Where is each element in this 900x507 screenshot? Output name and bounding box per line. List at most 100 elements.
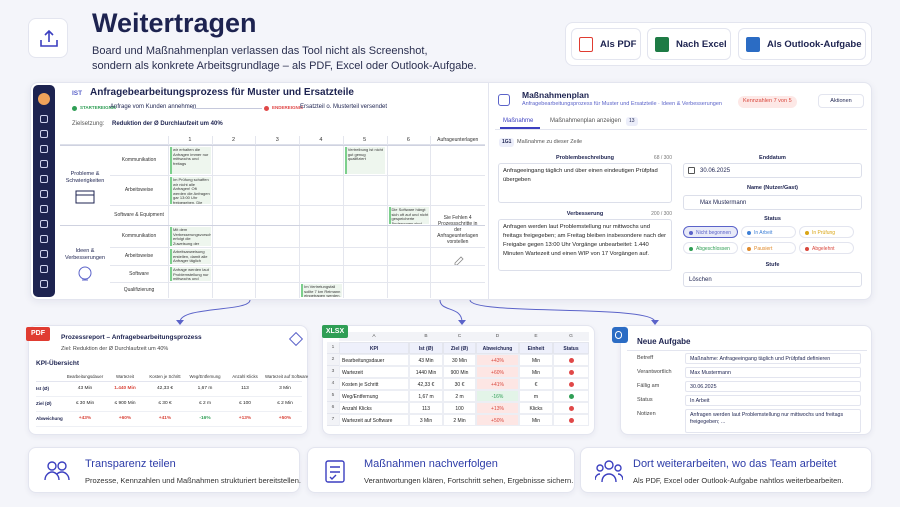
pdf-header-line	[36, 381, 302, 382]
tab[interactable]: Maßnahmenplan anzeigen	[550, 118, 622, 124]
sidebar-icon[interactable]	[40, 220, 48, 228]
sidebar-icon[interactable]	[40, 160, 48, 168]
grid-header	[60, 136, 485, 145]
row-label: Software	[129, 270, 149, 277]
status-pill[interactable]: Pausiert	[741, 242, 796, 254]
outlook-value[interactable]: In Arbeit	[685, 395, 861, 406]
row-number: 6	[327, 402, 339, 414]
process-line	[192, 108, 262, 109]
input[interactable]: Löschen	[683, 272, 862, 287]
xlsx-status-cell	[553, 414, 589, 426]
outlook-value[interactable]: Maßnahme: Anfrageeingang täglich und Prü…	[685, 353, 861, 364]
xlsx-cell: 113	[409, 402, 443, 414]
status-dot	[689, 231, 693, 235]
input[interactable]: 30.06.2025	[683, 163, 862, 178]
xlsx-cell: 30 €	[443, 378, 476, 390]
field-label: Stufe	[765, 262, 780, 268]
goal-text: Reduktion der Ø Durchlaufzeit um 40%	[112, 121, 223, 127]
export-label: Als Outlook-Aufgabe	[767, 39, 862, 50]
calendar-icon	[688, 167, 695, 174]
sidebar-icon[interactable]	[40, 250, 48, 258]
xlsx-cell: Kosten je Schritt	[339, 378, 409, 390]
textarea[interactable]: Anfragen werden laut Problemstellung nur…	[498, 219, 672, 271]
actions-button[interactable]: Aktionen	[818, 94, 864, 108]
outlook-icon	[612, 327, 628, 343]
field-label: Enddatum	[759, 155, 786, 161]
pdf-cell: +13%	[238, 416, 252, 421]
status-label: In Arbeit	[754, 229, 773, 236]
plan-badge: Kennzahlen 7 von 5	[738, 96, 797, 108]
sidebar-icon[interactable]	[40, 130, 48, 138]
input-text: 30.06.2025	[700, 168, 731, 174]
sidebar-icon[interactable]	[40, 235, 48, 243]
tab[interactable]: Maßnahme	[503, 118, 534, 124]
pdf-col-header: Kosten je Schritt	[149, 374, 181, 379]
pdf-cell: 113	[241, 386, 249, 391]
export-button[interactable]: Als Outlook-Aufgabe	[738, 28, 866, 60]
side-column-line	[430, 136, 432, 298]
row-line	[110, 205, 485, 206]
field-count: 200 / 300	[651, 211, 672, 217]
pdf-cell: ≤ 2 m	[199, 401, 211, 406]
outlook-title: Neue Aufgabe	[637, 337, 691, 346]
column-number: 2	[232, 137, 236, 143]
xlsx-badge: XLSX	[322, 325, 348, 338]
sidebar-icon[interactable]	[40, 280, 48, 288]
status-pill[interactable]: Nicht begonnen	[683, 226, 738, 238]
pdf-card: Prozessreport – Anfragebearbeitungsproze…	[28, 325, 308, 435]
pdf-cell: ≤ 2 Min	[277, 401, 293, 406]
status-dot	[568, 369, 574, 375]
tab-line	[495, 129, 867, 130]
textarea[interactable]: Anfrageeingang täglich und über einen ei…	[498, 163, 672, 203]
xlsx-header: Ziel (Ø)	[443, 342, 476, 354]
export-label: Nach Excel	[676, 39, 727, 50]
outlook-value[interactable]: 30.06.2025	[685, 381, 861, 392]
column-number: 3	[275, 137, 279, 143]
status-dot	[568, 381, 574, 387]
status-pill[interactable]: Abgelehnt	[799, 242, 854, 254]
xlsx-cell: Anzahl Klicks	[339, 402, 409, 414]
sidebar-icon[interactable]	[40, 175, 48, 183]
row-number: 1	[327, 342, 339, 354]
feature-icon-svg	[325, 460, 345, 483]
outlook-card: Neue Aufgabe Betreff Maßnahme: Anfrageeing…	[620, 325, 872, 435]
pdf-col-header: Bearbeitungsdauer	[66, 374, 104, 379]
outlook-value[interactable]: Anfragen werden laut Problemstellung nur…	[685, 409, 861, 433]
xlsx-status-cell	[553, 402, 589, 414]
input[interactable]: Max Mustermann	[683, 195, 862, 210]
xlsx-cell: 900 Min	[443, 366, 476, 378]
pdf-row-line	[36, 426, 302, 427]
sidebar-icon[interactable]	[40, 115, 48, 123]
end-dot	[264, 106, 269, 111]
status-label: Abgelehnt	[812, 245, 835, 252]
row-label: Software & Equipment	[114, 212, 164, 218]
outlook-label: Fällig am	[637, 383, 660, 389]
sidebar-icon[interactable]	[40, 265, 48, 273]
export-icon	[655, 37, 669, 52]
export-button[interactable]: Als PDF	[571, 28, 641, 60]
group-line	[60, 225, 485, 226]
status-pill[interactable]: In Arbeit	[741, 226, 796, 238]
sidebar-icon[interactable]	[40, 145, 48, 153]
xlsx-cell: 2 Min	[443, 414, 476, 426]
row-number: 3	[327, 366, 339, 378]
row-number: 5	[327, 390, 339, 402]
status-pill[interactable]: Abgeschlossen	[683, 242, 738, 254]
xlsx-cell: 42,33 €	[409, 378, 443, 390]
pdf-cell: +50%	[278, 416, 292, 421]
feature-icon-svg	[594, 460, 624, 483]
sticky-note: Im Vertretungsfall sollte 7 km Reimann e…	[301, 284, 342, 297]
row-label: Arbeitsweise	[124, 253, 154, 259]
goal-label: Zielsetzung:	[72, 121, 105, 127]
board-title: Anfragebearbeitungsprozess für Muster un…	[90, 87, 354, 98]
xlsx-cell: m	[519, 390, 553, 402]
status-pill[interactable]: In Prüfung	[799, 226, 854, 238]
export-button[interactable]: Nach Excel	[647, 28, 731, 60]
sidebar-icon[interactable]	[40, 205, 48, 213]
tab-underline	[500, 127, 540, 129]
sticky-note: Anfrage werden laut Problemstellung nur …	[170, 267, 211, 281]
outlook-value[interactable]: Max Mustermann	[685, 367, 861, 378]
sidebar-icon[interactable]	[40, 190, 48, 198]
feature-icon	[322, 458, 350, 489]
